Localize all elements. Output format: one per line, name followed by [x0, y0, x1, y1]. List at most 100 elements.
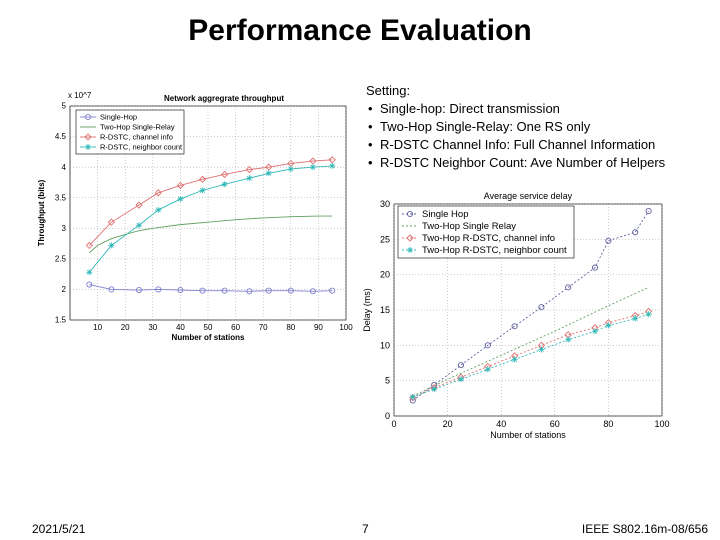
data-point [177, 286, 184, 294]
legend-label: Two-Hop R-DSTC, channel info [422, 233, 555, 244]
exponent-label: x 10^7 [68, 91, 92, 100]
series-line [88, 159, 333, 246]
y-tick-label: 0 [385, 411, 390, 421]
series-line [89, 284, 333, 292]
data-point [329, 287, 336, 294]
footer-document-ref: IEEE S802.16m-08/656 [581, 522, 708, 536]
setting-item: Single-hop: Direct transmission [366, 100, 711, 118]
data-point [199, 287, 206, 294]
throughput-chart: 10 20 30 40 50 60 70 80 90 100 1.5 2 2.5 3 3.5 4 4.5 5 Net… [37, 91, 353, 342]
legend-marker [407, 247, 413, 253]
legend-label: Single Hop [422, 209, 468, 220]
x-tick-label: 90 [314, 323, 323, 332]
x-axis-label: Number of stations [172, 333, 245, 342]
data-point [458, 376, 464, 383]
data-point [329, 162, 336, 169]
data-point [309, 164, 316, 171]
x-tick-label: 20 [121, 323, 130, 332]
data-point [176, 181, 185, 190]
series-3 [86, 162, 336, 276]
data-point [645, 311, 652, 318]
y-tick-label: 1.5 [55, 316, 67, 325]
data-point [265, 287, 272, 294]
data-point [632, 229, 639, 236]
slide-title: Performance Evaluation [188, 14, 532, 47]
series-line [412, 286, 649, 397]
data-point [221, 287, 228, 294]
data-point [457, 362, 465, 369]
y-axis-label: Throughput (bits) [37, 179, 46, 246]
data-point [246, 288, 253, 295]
x-tick-label: 30 [148, 323, 157, 332]
data-point [511, 323, 518, 330]
data-point [538, 304, 545, 311]
data-point [409, 393, 416, 400]
data-point [565, 284, 572, 291]
data-point [605, 237, 612, 244]
x-tick-label: 10 [93, 323, 102, 332]
series-1 [89, 215, 333, 254]
data-point [431, 386, 438, 393]
data-point [605, 322, 612, 329]
legend-label: Two-Hop Single-Relay [100, 123, 175, 132]
legend-label: R-DSTC, neighbor count [100, 143, 183, 152]
setting-block: Setting: Single-hop: Direct transmission… [366, 82, 711, 172]
x-tick-label: 80 [603, 419, 613, 429]
y-tick-label: 15 [380, 305, 390, 315]
data-point [245, 165, 254, 174]
footer-date: 2021/5/21 [32, 522, 86, 536]
series-3 [409, 311, 652, 400]
data-point [591, 264, 599, 271]
y-tick-label: 3 [62, 224, 67, 233]
series-line [412, 210, 649, 401]
series-line [88, 165, 333, 273]
series-0 [86, 281, 336, 295]
data-point [265, 163, 273, 171]
setting-item: Two-Hop Single-Relay: One RS only [366, 118, 711, 136]
data-point [177, 195, 184, 202]
y-tick-label: 4.5 [55, 132, 67, 141]
y-tick-label: 30 [380, 199, 390, 209]
x-axis-label: Number of stations [490, 430, 566, 440]
footer-page-number: 7 [362, 522, 369, 536]
data-point [287, 287, 294, 294]
setting-item: R-DSTC Channel Info: Full Channel Inform… [366, 136, 711, 154]
x-tick-label: 100 [339, 323, 353, 332]
x-tick-label: 40 [496, 419, 506, 429]
legend-marker [84, 133, 92, 141]
data-point [86, 269, 93, 276]
chart-title: Average service delay [484, 191, 573, 201]
data-point [484, 366, 491, 373]
series-0 [409, 208, 652, 404]
setting-heading: Setting: [366, 83, 411, 98]
legend-marker [406, 210, 414, 218]
x-tick-label: 60 [231, 323, 240, 332]
x-tick-label: 80 [286, 323, 295, 332]
data-point [154, 189, 162, 197]
y-tick-label: 3.5 [55, 193, 67, 202]
x-tick-label: 40 [176, 323, 185, 332]
data-point [511, 356, 518, 363]
series-line [89, 215, 333, 254]
legend-box [397, 205, 575, 259]
y-tick-label: 5 [62, 102, 67, 111]
x-tick-label: 0 [391, 419, 396, 429]
data-point [565, 336, 572, 343]
legend-marker [84, 113, 92, 121]
x-tick-label: 100 [654, 419, 669, 429]
data-point [484, 342, 491, 349]
x-tick-label: 50 [204, 323, 213, 332]
y-tick-label: 2 [62, 285, 67, 294]
data-point [155, 286, 162, 293]
data-point [328, 156, 336, 164]
data-point [287, 165, 294, 172]
data-point [265, 170, 272, 177]
data-point [198, 175, 207, 184]
data-point [220, 170, 229, 179]
data-point [309, 288, 316, 295]
data-point [136, 222, 142, 229]
legend-label: Two-Hop Single Relay [422, 221, 516, 232]
data-point [85, 241, 93, 250]
x-tick-label: 20 [443, 419, 453, 429]
